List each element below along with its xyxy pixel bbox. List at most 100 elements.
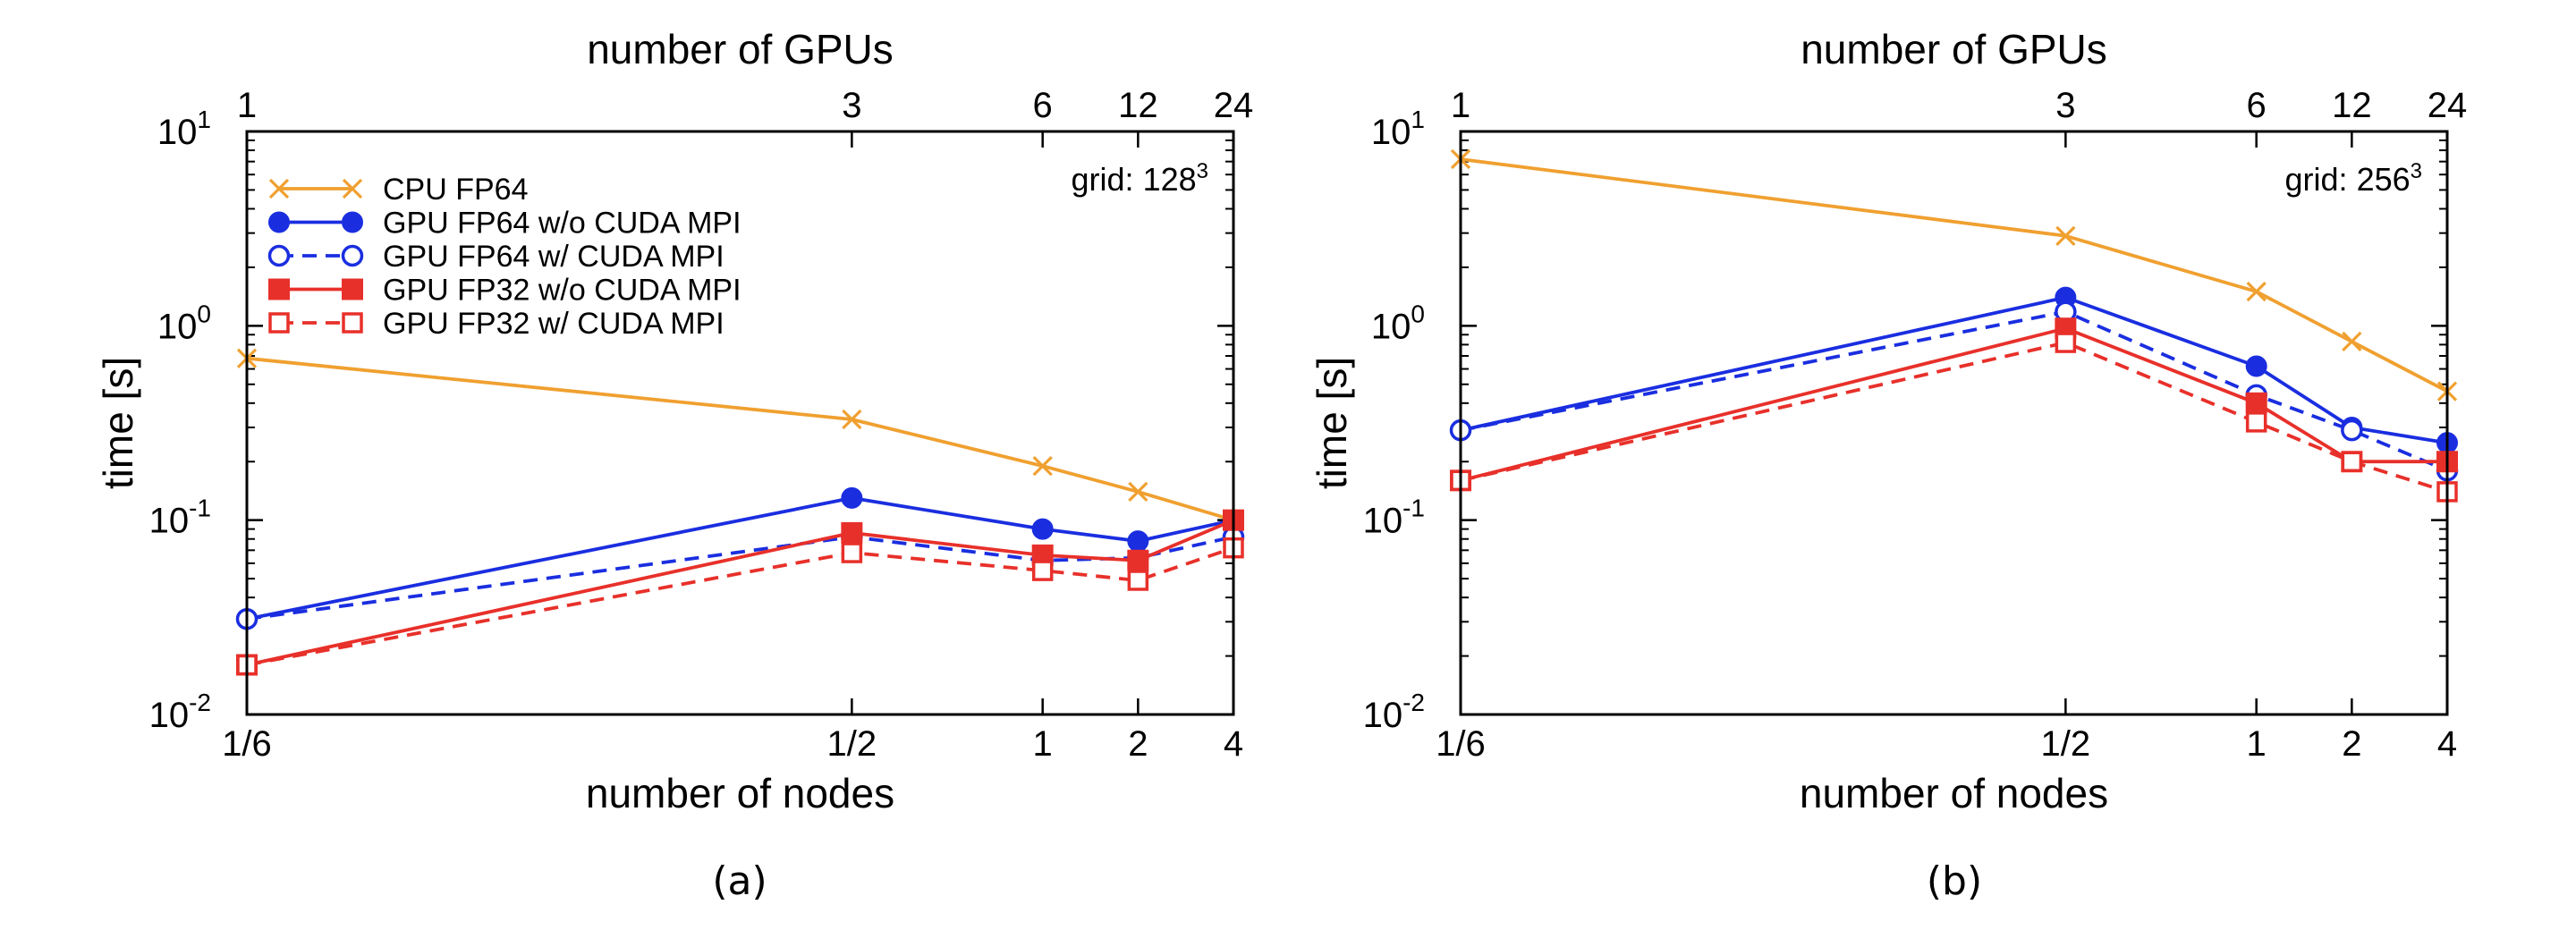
legend-marker xyxy=(342,312,363,334)
legend-label: GPU FP32 w/o CUDA MPI xyxy=(383,274,741,308)
x2-axis-title: number of GPUs xyxy=(1801,26,2107,72)
data-point xyxy=(842,409,862,430)
y-axis-title: time [s] xyxy=(1309,357,1355,489)
series-gpu32-square-filled xyxy=(1450,317,2458,492)
grid-annotation: grid: 2563 xyxy=(2285,159,2422,198)
series-line xyxy=(246,545,1234,667)
x2-tick-label: 1 xyxy=(1451,86,1470,125)
x2-tick-label: 24 xyxy=(2428,86,2468,125)
y-tick-base: 10 xyxy=(1363,502,1403,541)
data-point xyxy=(841,542,863,563)
series-gpu32-square-open xyxy=(1450,332,2458,503)
series-gpu64-circle-filled xyxy=(1450,286,2458,454)
x-tick-label: 2 xyxy=(2342,724,2361,764)
grid-annotation-exponent: 3 xyxy=(1197,159,1208,183)
series-line xyxy=(1460,295,2448,445)
legend-item: GPU FP32 w/o CUDA MPI xyxy=(268,274,741,308)
series-cpu-x xyxy=(236,348,1244,530)
legend-marker xyxy=(267,244,291,267)
y-tick-label: 10-2 xyxy=(1363,689,1425,735)
x-tick-label: 1/2 xyxy=(2041,724,2091,764)
series-line xyxy=(246,356,1234,522)
x-axis-title: number of nodes xyxy=(1800,770,2108,816)
data-point xyxy=(1031,518,1054,540)
y-tick-label: 10-1 xyxy=(1363,495,1425,541)
y-tick-exponent: 0 xyxy=(197,300,211,327)
y-tick-base: 10 xyxy=(149,696,190,735)
x-tick-label: 1 xyxy=(2247,724,2267,764)
y-tick-base: 10 xyxy=(149,502,190,541)
legend-item: GPU FP64 w/o CUDA MPI xyxy=(268,207,741,241)
y-tick-base: 10 xyxy=(1371,113,1411,152)
x2-axis-title: number of GPUs xyxy=(587,26,894,72)
data-point xyxy=(1031,560,1054,581)
data-point xyxy=(1127,570,1149,591)
legend-marker xyxy=(268,211,290,233)
series-line xyxy=(1460,326,2447,483)
y-tick-base: 10 xyxy=(157,307,198,346)
x2-tick-label: 12 xyxy=(1118,86,1158,125)
data-point xyxy=(841,521,863,544)
y-tick-label: 101 xyxy=(1371,106,1425,152)
y-tick-exponent: -1 xyxy=(189,495,211,522)
x2-tick-label: 1 xyxy=(237,86,257,125)
data-point xyxy=(1128,481,1148,503)
x-tick-label: 1/6 xyxy=(222,724,272,764)
x2-tick-label: 12 xyxy=(2332,86,2372,125)
y-tick-exponent: 1 xyxy=(1411,106,1425,133)
grid-annotation-text: grid: 128 xyxy=(1072,161,1197,198)
y-tick-exponent: -1 xyxy=(1402,495,1425,522)
series-gpu64-circle-open xyxy=(235,526,1245,630)
grid-annotation-text: grid: 256 xyxy=(2285,161,2411,198)
panel-caption: (b) xyxy=(1927,858,1982,904)
x-axis-title: number of nodes xyxy=(586,770,894,816)
legend-label: GPU FP64 w/o CUDA MPI xyxy=(383,207,741,241)
x-tick-label: 2 xyxy=(1128,724,1148,764)
data-point xyxy=(2342,331,2362,352)
legend-item: GPU FP64 w/ CUDA MPI xyxy=(267,240,724,274)
legend-item: CPU FP64 xyxy=(268,173,529,207)
legend-marker xyxy=(342,278,363,300)
y-tick-label: 100 xyxy=(1371,300,1425,346)
panel-caption: (a) xyxy=(712,858,767,904)
x-tick-label: 4 xyxy=(1224,724,1243,764)
legend-marker xyxy=(268,278,290,300)
legend-marker xyxy=(268,312,290,334)
grid-annotation-exponent: 3 xyxy=(2411,159,2422,183)
legend-label: GPU FP32 w/ CUDA MPI xyxy=(383,307,724,341)
x2-tick-label: 3 xyxy=(2055,86,2075,125)
series-line xyxy=(246,518,1234,667)
data-point xyxy=(2246,281,2267,302)
data-point xyxy=(2341,451,2363,472)
series-line xyxy=(246,535,1234,621)
y-tick-exponent: 1 xyxy=(197,106,211,133)
legend-marker xyxy=(268,178,290,199)
data-point xyxy=(2245,411,2267,433)
legend-label: CPU FP64 xyxy=(383,173,529,207)
y-tick-label: 100 xyxy=(157,300,211,346)
y-tick-base: 10 xyxy=(1371,307,1411,346)
x2-tick-label: 24 xyxy=(1214,86,1254,125)
y-tick-exponent: -2 xyxy=(189,689,211,716)
legend-marker xyxy=(342,211,363,233)
data-point xyxy=(841,486,863,509)
y-tick-label: 10-1 xyxy=(149,495,211,541)
legend-item: GPU FP32 w/ CUDA MPI xyxy=(268,307,724,341)
data-point xyxy=(2245,392,2267,414)
data-point xyxy=(1032,455,1053,477)
legend-marker xyxy=(341,244,364,267)
y-tick-label: 10-2 xyxy=(149,689,211,735)
y-axis-title: time [s] xyxy=(95,357,141,489)
data-point xyxy=(1127,549,1149,571)
x-tick-label: 1 xyxy=(1033,724,1053,764)
x2-tick-label: 6 xyxy=(1033,86,1053,125)
data-point xyxy=(2055,332,2077,353)
data-point xyxy=(2055,225,2076,246)
y-tick-exponent: 0 xyxy=(1411,300,1425,327)
legend-marker xyxy=(342,178,363,199)
x2-tick-label: 3 xyxy=(842,86,861,125)
x-tick-label: 1/6 xyxy=(1436,724,1486,764)
data-point xyxy=(2341,418,2363,442)
